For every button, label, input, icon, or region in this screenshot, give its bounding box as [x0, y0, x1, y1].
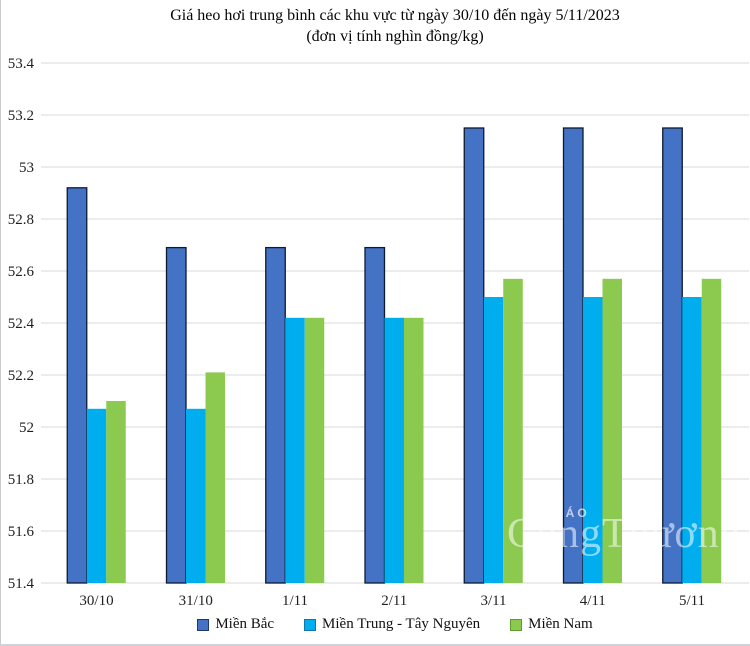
bar: [583, 297, 603, 583]
y-tick-label: 52.2: [8, 368, 34, 384]
legend-item-mien-bac: Miền Bắc: [197, 616, 274, 633]
y-tick-label: 52: [19, 420, 34, 436]
bar: [364, 246, 386, 584]
bar: [66, 187, 88, 584]
legend-label-mien-bac: Miền Bắc: [215, 616, 275, 632]
bar: [483, 297, 504, 583]
chart-title: Giá heo hơi trung bình các khu vực từ ng…: [170, 7, 620, 24]
bar: [265, 246, 286, 584]
y-tick-label: 51.8: [8, 472, 34, 488]
legend-item-mien-nam: Miền Nam: [510, 616, 593, 633]
legend-swatch-mien-nam: [510, 618, 523, 631]
bar: [662, 127, 683, 584]
bar: [285, 317, 305, 583]
bar: [186, 408, 206, 583]
x-tick-label: 30/10: [79, 593, 113, 609]
bar: [682, 297, 702, 583]
x-tick-label: 1/11: [282, 593, 308, 609]
legend-swatch-mien-bac: [197, 618, 210, 631]
y-tick-label: 53.4: [8, 56, 35, 72]
y-tick-label: 52.4: [8, 316, 35, 332]
legend-swatch-mien-trung-tay-nguyen: [304, 618, 317, 631]
bar: [304, 317, 325, 583]
y-tick-label: 53.2: [8, 108, 34, 124]
x-tick-label: 5/11: [679, 593, 705, 609]
y-tick-label: 52.8: [8, 212, 34, 228]
y-tick-label: 51.6: [8, 524, 35, 540]
x-tick-label: 4/11: [580, 593, 606, 609]
legend-item-mien-trung-tay-nguyen: Miền Trung - Tây Nguyên: [304, 616, 480, 633]
x-tick-label: 2/11: [381, 593, 407, 609]
bar: [106, 401, 126, 583]
y-tick-label: 51.4: [8, 576, 35, 592]
x-tick-label: 3/11: [480, 593, 506, 609]
y-tick-label: 52.6: [8, 264, 35, 280]
chart-subtitle: (đơn vị tính nghìn đồng/kg): [306, 28, 484, 45]
bar: [503, 278, 523, 583]
bar: [86, 408, 107, 583]
bar: [384, 317, 404, 583]
bar: [463, 127, 485, 584]
legend-label-mien-trung-tay-nguyen: Miền Trung - Tây Nguyên: [322, 616, 481, 632]
x-tick-label: 31/10: [179, 593, 213, 609]
y-tick-label: 53: [19, 160, 34, 176]
bar: [602, 278, 622, 583]
bar: [404, 317, 424, 583]
bar: [562, 127, 584, 584]
bar: [701, 278, 722, 583]
bar: [205, 372, 225, 583]
legend-label-mien-nam: Miền Nam: [528, 616, 593, 632]
chart-legend: Miền Bắc Miền Trung - Tây Nguyên Miền Na…: [41, 616, 749, 633]
bar: [165, 246, 187, 584]
chart-title-block: Giá heo hơi trung bình các khu vực từ ng…: [41, 5, 749, 47]
